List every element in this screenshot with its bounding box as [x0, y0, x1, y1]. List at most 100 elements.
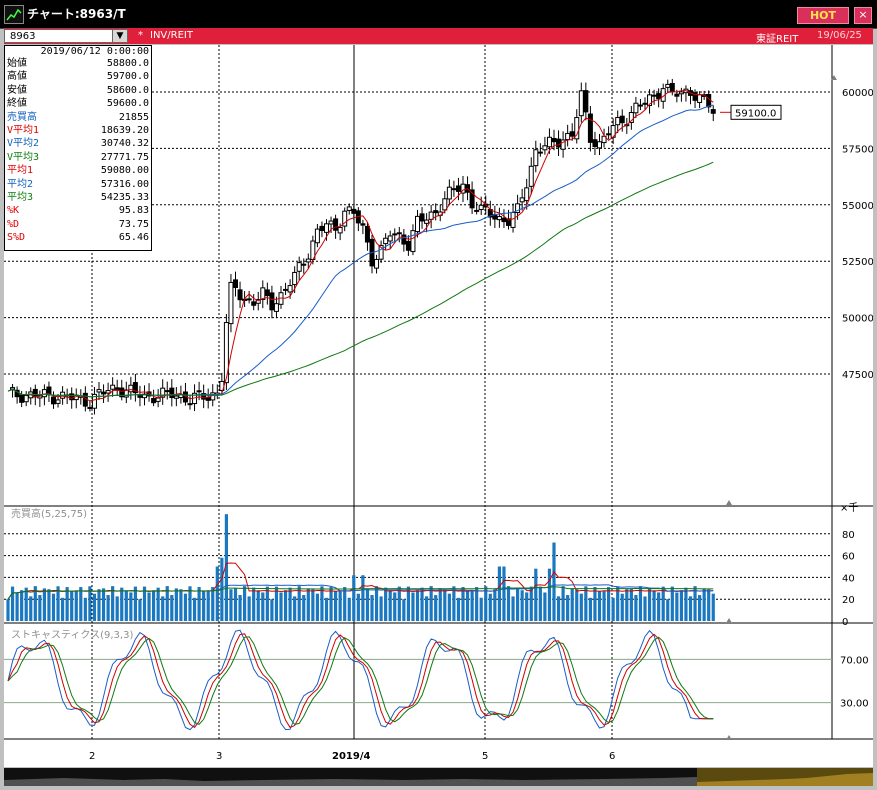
volume-bar [329, 587, 333, 621]
volume-axis-label: 60 [842, 552, 855, 563]
chart-app-icon [4, 5, 24, 24]
data-window-label: V平均1 [7, 125, 40, 136]
volume-title: 売買高(5,25,75) [11, 507, 87, 520]
volume-bar [384, 587, 388, 621]
volume-bar [97, 589, 101, 621]
candle [560, 139, 566, 150]
volume-bar [543, 592, 547, 621]
candle [647, 94, 653, 106]
volume-bar [470, 591, 474, 621]
candle [251, 301, 257, 306]
data-window-row: V平均3 27771.75 [7, 152, 149, 164]
candle [342, 210, 348, 227]
data-window-row: 平均2 57316.00 [7, 179, 149, 191]
volume-bar [529, 586, 533, 621]
volume-bar [643, 596, 647, 621]
volume-bar [252, 587, 256, 621]
scroll-marker-icon [831, 75, 837, 80]
candle [583, 90, 589, 113]
candle [460, 183, 466, 194]
candle [619, 115, 625, 124]
hot-badge[interactable]: HOT [797, 7, 849, 24]
candle [314, 228, 320, 244]
candle [446, 186, 452, 200]
close-button[interactable]: × [854, 7, 872, 24]
symbol-info-bar [4, 28, 873, 44]
candle [324, 223, 329, 233]
navigator-scroll-thumb[interactable] [697, 768, 873, 786]
volume-bar [588, 597, 592, 621]
candle [333, 218, 339, 231]
volume-bar [679, 590, 683, 621]
volume-bar [238, 595, 242, 621]
volume-axis-label: 20 [842, 595, 855, 606]
volume-bar [188, 586, 192, 621]
volume-bar [465, 591, 470, 621]
candle [23, 394, 29, 403]
volume-bar [666, 599, 670, 621]
data-window-label: 平均1 [7, 165, 34, 177]
symbol-code-input[interactable]: 8963 [4, 29, 128, 43]
volume-bar [279, 592, 283, 621]
volume-bar [229, 589, 233, 621]
candle [101, 391, 107, 395]
candle [351, 208, 357, 214]
candle [501, 217, 507, 223]
volume-bar [197, 587, 201, 621]
volume-bar [434, 595, 438, 621]
candle [269, 292, 275, 311]
candle [642, 102, 648, 105]
volume-bar [406, 586, 410, 621]
candle [146, 391, 152, 397]
scroll-marker-icon [726, 735, 732, 740]
candle [301, 263, 307, 266]
navigator-bar[interactable] [4, 768, 873, 786]
candle [292, 271, 298, 286]
candle [119, 387, 125, 398]
volume-bar [488, 593, 492, 621]
chevron-down-icon[interactable]: ▼ [112, 29, 128, 43]
volume-bar [575, 589, 579, 621]
volume-bar [698, 595, 702, 621]
volume-bar [506, 586, 511, 621]
volume-bar [256, 590, 260, 621]
candle [305, 258, 311, 263]
title-bar[interactable]: チャート:8963/T HOT × [0, 0, 877, 29]
candle [128, 384, 134, 393]
volume-bar [247, 596, 251, 621]
volume-bar [129, 592, 133, 621]
volume-bar [152, 590, 156, 621]
candle [419, 213, 425, 222]
volume-bar [120, 587, 124, 621]
volume-bar [261, 592, 265, 621]
candle [556, 138, 562, 148]
data-window-value: 58800.0 [106, 58, 149, 69]
candle [433, 210, 439, 214]
volume-bar [38, 595, 42, 621]
volume-bar [688, 596, 693, 621]
candle [565, 132, 571, 141]
volume-bar [106, 595, 110, 621]
volume-bar [138, 599, 142, 621]
volume-bar [83, 597, 87, 621]
candle [346, 206, 352, 211]
candle [515, 203, 521, 214]
volume-bar [479, 597, 483, 621]
data-window-row: 平均1 59080.00 [7, 165, 149, 177]
candle [364, 225, 370, 243]
x-axis-label: 5 [482, 751, 488, 762]
ma-line-long [7, 161, 714, 398]
candle [669, 82, 675, 93]
candle [383, 237, 389, 245]
data-window-label: 平均2 [7, 178, 34, 190]
data-window-row: V平均2 30740.32 [7, 138, 149, 150]
candle [46, 386, 52, 396]
price-axis-label: 52500 [842, 257, 873, 268]
volume-bar [452, 586, 456, 621]
candle [656, 93, 662, 100]
data-window-value: 30740.32 [100, 138, 149, 150]
volume-bar [484, 586, 488, 621]
window-title: チャート:8963/T [27, 7, 126, 21]
candle [296, 262, 302, 272]
chart-canvas[interactable]: 60000 57500 55000 52500 50000 47500 2 3 2019/4 5 6… [4, 45, 873, 767]
